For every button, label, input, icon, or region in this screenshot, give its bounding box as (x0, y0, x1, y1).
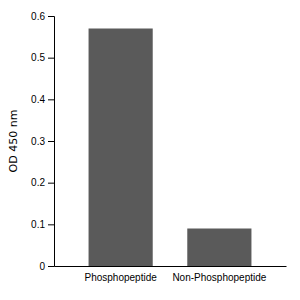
y-tick-label: 0 (39, 261, 45, 272)
bar (89, 29, 153, 267)
y-tick: 0.4 (31, 94, 54, 105)
y-tick-label: 0.6 (31, 11, 45, 22)
plot: 0 0.1 0.2 0.3 0.4 0.5 0.6 Phosphopeptide Non-Pho… (31, 11, 286, 283)
y-tick-label: 0.3 (31, 136, 45, 147)
y-tick: 0.5 (31, 52, 54, 63)
x-tick: Phosphopeptide (84, 272, 157, 283)
y-tick-mark (48, 183, 54, 184)
chart: 0 0.1 0.2 0.3 0.4 0.5 0.6 Phosphopeptide Non-Pho… (0, 0, 300, 300)
y-tick-mark (48, 16, 54, 17)
y-tick-mark (48, 224, 54, 225)
x-axis: Phosphopeptide Non-Phosphopeptide (55, 267, 287, 284)
x-tick: Non-Phosphopeptide (172, 272, 266, 283)
y-tick-mark (48, 58, 54, 59)
x-tick-label: Phosphopeptide (84, 272, 157, 283)
y-tick-mark (48, 99, 54, 100)
bars (89, 29, 252, 267)
y-tick-label: 0.2 (31, 177, 45, 188)
y-axis: 0 0.1 0.2 0.3 0.4 0.5 0.6 (31, 11, 54, 272)
y-axis-title: OD 450 nm (7, 110, 20, 173)
y-tick-label: 0.5 (31, 52, 45, 63)
x-tick-label: Non-Phosphopeptide (172, 272, 266, 283)
bar (187, 229, 251, 267)
y-axis-line (48, 17, 55, 267)
y-tick-mark (48, 141, 54, 142)
y-tick: 0.2 (31, 177, 54, 188)
y-tick: 0.6 (31, 11, 54, 22)
y-tick: 0.1 (31, 219, 54, 230)
y-tick: 0 (39, 261, 54, 272)
x-axis-line (55, 266, 287, 267)
y-tick: 0.3 (31, 136, 54, 147)
y-tick-mark (48, 266, 54, 267)
y-tick-label: 0.1 (31, 219, 45, 230)
y-tick-label: 0.4 (31, 94, 45, 105)
